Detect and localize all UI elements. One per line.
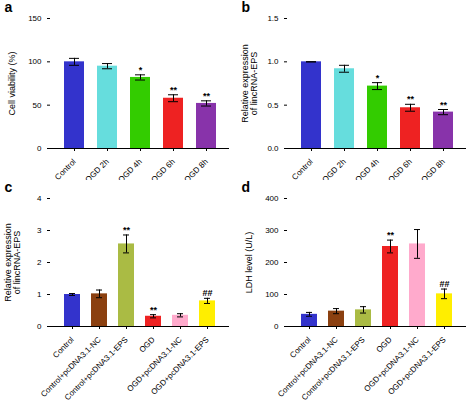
svg-text:Control+pcDNA3.1-EPS: Control+pcDNA3.1-EPS bbox=[300, 335, 367, 402]
svg-text:OGD 2h: OGD 2h bbox=[84, 157, 111, 180]
svg-text:400: 400 bbox=[265, 194, 279, 203]
svg-text:0.5: 0.5 bbox=[267, 101, 279, 110]
svg-text:*: * bbox=[139, 65, 143, 75]
svg-text:Control+pcDNA3.1-NC: Control+pcDNA3.1-NC bbox=[276, 335, 340, 399]
svg-text:OGD 6h: OGD 6h bbox=[150, 157, 177, 180]
svg-text:3: 3 bbox=[37, 226, 42, 235]
svg-text:2: 2 bbox=[37, 258, 42, 267]
svg-text:**: ** bbox=[440, 100, 448, 110]
svg-text:Control: Control bbox=[53, 157, 78, 180]
svg-text:d: d bbox=[242, 180, 251, 195]
svg-text:200: 200 bbox=[265, 258, 279, 267]
svg-text:100: 100 bbox=[265, 290, 279, 299]
svg-text:0: 0 bbox=[274, 322, 279, 331]
svg-text:Relative expressionof lincRNA-: Relative expressionof lincRNA-EPS bbox=[240, 44, 259, 123]
svg-text:OGD: OGD bbox=[374, 335, 393, 354]
svg-text:Control: Control bbox=[288, 335, 313, 360]
svg-text:LDH level (U/L): LDH level (U/L) bbox=[244, 232, 254, 294]
svg-text:1.5: 1.5 bbox=[267, 14, 279, 23]
svg-text:OGD 4h: OGD 4h bbox=[117, 157, 144, 180]
svg-text:OGD: OGD bbox=[137, 335, 156, 354]
svg-text:150: 150 bbox=[28, 14, 42, 23]
svg-text:Control+pcDNA3.1-NC: Control+pcDNA3.1-NC bbox=[39, 335, 103, 399]
svg-text:**: ** bbox=[170, 85, 178, 95]
svg-text:a: a bbox=[5, 0, 13, 15]
svg-text:Control: Control bbox=[290, 157, 315, 180]
svg-text:OGD 2h: OGD 2h bbox=[321, 157, 348, 180]
svg-text:OGD 4h: OGD 4h bbox=[354, 157, 381, 180]
svg-text:4: 4 bbox=[37, 194, 42, 203]
svg-text:300: 300 bbox=[265, 226, 279, 235]
svg-text:OGD+pcDNA3.1-EPS: OGD+pcDNA3.1-EPS bbox=[386, 335, 448, 397]
svg-text:1: 1 bbox=[37, 290, 42, 299]
svg-text:OGD+pcDNA3.1-EPS: OGD+pcDNA3.1-EPS bbox=[149, 335, 211, 397]
svg-text:**: ** bbox=[387, 230, 395, 240]
svg-text:##: ## bbox=[439, 279, 449, 289]
svg-text:c: c bbox=[5, 180, 13, 195]
svg-text:Relative expressionof lincRNA-: Relative expressionof lincRNA-EPS bbox=[3, 223, 22, 302]
svg-text:**: ** bbox=[123, 225, 131, 235]
svg-text:**: ** bbox=[150, 305, 158, 315]
svg-text:OGD 8h: OGD 8h bbox=[183, 157, 210, 180]
svg-text:Cell viability (%): Cell viability (%) bbox=[7, 51, 17, 115]
svg-text:b: b bbox=[242, 0, 251, 15]
svg-text:1.0: 1.0 bbox=[267, 57, 279, 66]
svg-text:Control: Control bbox=[51, 335, 76, 360]
svg-text:0.0: 0.0 bbox=[267, 144, 279, 153]
svg-text:0: 0 bbox=[37, 322, 42, 331]
svg-text:50: 50 bbox=[33, 101, 42, 110]
svg-text:OGD 8h: OGD 8h bbox=[420, 157, 447, 180]
svg-text:OGD+pcDNA3.1-NC: OGD+pcDNA3.1-NC bbox=[362, 335, 421, 394]
svg-text:0: 0 bbox=[37, 144, 42, 153]
svg-text:*: * bbox=[376, 73, 380, 83]
svg-text:**: ** bbox=[203, 91, 211, 101]
svg-text:Control+pcDNA3.1-EPS: Control+pcDNA3.1-EPS bbox=[63, 335, 130, 402]
svg-text:OGD 6h: OGD 6h bbox=[387, 157, 414, 180]
svg-text:OGD+pcDNA3.1-NC: OGD+pcDNA3.1-NC bbox=[125, 335, 184, 394]
svg-text:100: 100 bbox=[28, 57, 42, 66]
svg-text:**: ** bbox=[407, 94, 415, 104]
svg-text:##: ## bbox=[202, 288, 212, 298]
